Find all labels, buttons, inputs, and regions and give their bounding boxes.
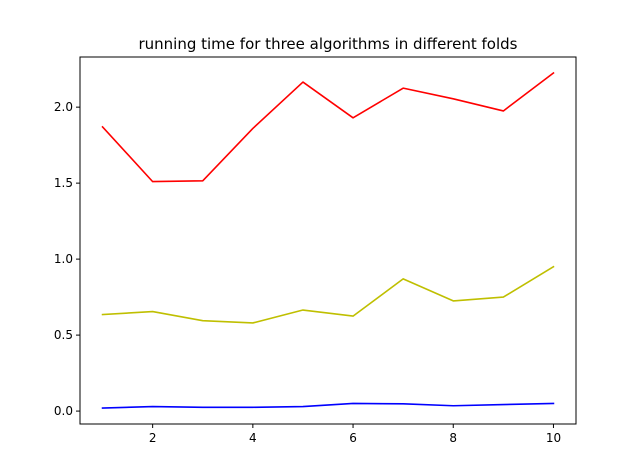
y-tick-label: 2.0 xyxy=(54,100,73,114)
series-line-1 xyxy=(101,71,555,183)
y-tick-label: 0.5 xyxy=(54,328,73,342)
chart-title: running time for three algorithms in dif… xyxy=(138,35,517,53)
y-tick-label: 0.0 xyxy=(54,404,73,418)
x-tick-label: 10 xyxy=(546,431,561,445)
x-tick-label: 2 xyxy=(149,431,157,445)
series-layer xyxy=(101,71,555,409)
plot-frame xyxy=(79,56,577,425)
x-tick-label: 4 xyxy=(249,431,257,445)
series-line-2 xyxy=(101,265,555,324)
x-tick-label: 8 xyxy=(449,431,457,445)
y-tick-label: 1.0 xyxy=(54,252,73,266)
ticks-layer: 2 4 6 8 10 0.0 0.5 1.0 1.5 2.0 xyxy=(54,100,561,445)
y-tick-label: 1.5 xyxy=(54,176,73,190)
x-tick-label: 6 xyxy=(349,431,357,445)
series-line-3 xyxy=(101,402,555,409)
